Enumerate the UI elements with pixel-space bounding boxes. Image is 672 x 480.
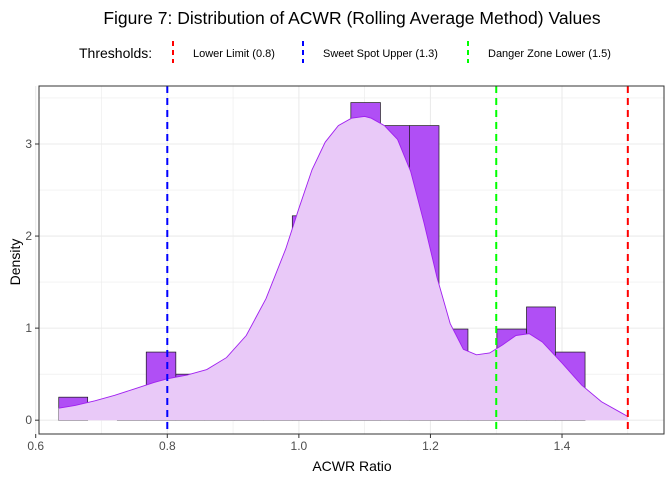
- x-axis-label: ACWR Ratio: [312, 458, 392, 474]
- chart-title: Figure 7: Distribution of ACWR (Rolling …: [103, 8, 601, 28]
- density-curve-layer: [58, 115, 629, 421]
- legend-label: Danger Zone Lower (1.5): [488, 48, 611, 60]
- plot-area: [35, 85, 665, 435]
- x-tick-label: 1.4: [554, 439, 571, 453]
- x-tick-label: 1.0: [291, 439, 308, 453]
- legend-label: Lower Limit (0.8): [193, 48, 275, 60]
- panel-border: [38, 85, 665, 435]
- y-tick-label: 0: [25, 413, 32, 427]
- legend-label: Sweet Spot Upper (1.3): [323, 48, 438, 60]
- threshold-lines: [166, 86, 629, 434]
- y-tick-label: 2: [25, 229, 32, 243]
- axes: 0.6 0.8 1.0 1.2 1.4 0 1 2 3: [25, 137, 570, 453]
- y-tick-label: 1: [25, 321, 32, 335]
- legend-title: Thresholds:: [79, 45, 152, 61]
- density-curve: [58, 115, 629, 417]
- y-axis-label: Density: [7, 239, 23, 286]
- x-tick-label: 0.8: [159, 439, 176, 453]
- density-area: [58, 116, 628, 421]
- x-tick-label: 1.2: [422, 439, 439, 453]
- y-tick-label: 3: [25, 137, 32, 151]
- x-tick-label: 0.6: [27, 439, 44, 453]
- legend: Thresholds: Lower Limit (0.8) Sweet Spot …: [79, 41, 611, 63]
